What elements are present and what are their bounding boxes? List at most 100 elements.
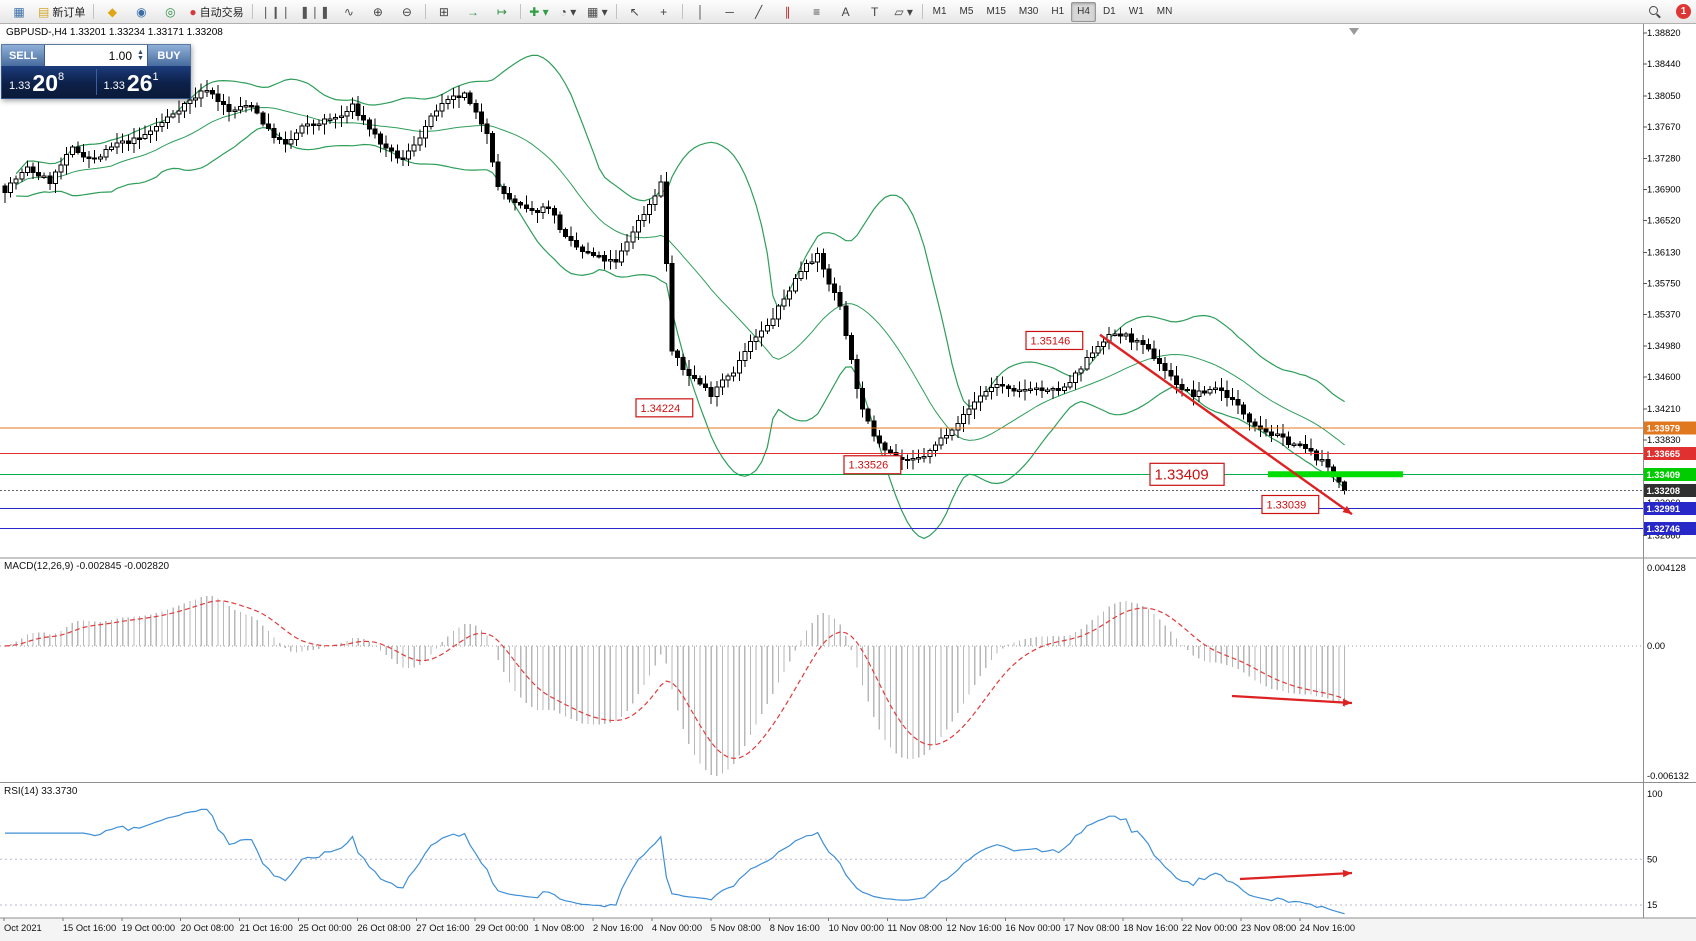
- timeframe-m30[interactable]: M30: [1018, 6, 1039, 17]
- horizontal-line-icon-glyph: ─: [725, 4, 734, 19]
- sell-price-big: 20: [32, 70, 59, 96]
- svg-text:1.36520: 1.36520: [1647, 216, 1681, 226]
- periods-icon[interactable]: ◔ ▾: [554, 1, 582, 23]
- fibonacci-icon[interactable]: ≡: [803, 1, 831, 23]
- price-divider: [95, 69, 97, 95]
- svg-text:1.37670: 1.37670: [1647, 122, 1681, 132]
- volume-value: 1.00: [108, 48, 132, 63]
- svg-text:Oct 2021: Oct 2021: [4, 923, 42, 933]
- autotrading-button[interactable]: ● 自动交易: [185, 1, 247, 23]
- timeframe-h4[interactable]: H4: [1071, 1, 1096, 22]
- svg-text:1.33039: 1.33039: [1267, 499, 1307, 511]
- svg-text:1.36900: 1.36900: [1647, 185, 1681, 195]
- svg-text:15 Oct 16:00: 15 Oct 16:00: [63, 923, 116, 933]
- svg-text:1.33208: 1.33208: [1647, 486, 1681, 496]
- trendline-icon-glyph: ╱: [755, 4, 763, 19]
- svg-text:17 Nov 08:00: 17 Nov 08:00: [1064, 923, 1119, 933]
- svg-text:1.35146: 1.35146: [1031, 335, 1071, 347]
- candlestick-chart-icon-glyph: ❚❘❚: [299, 4, 330, 19]
- svg-text:27 Oct 16:00: 27 Oct 16:00: [416, 923, 469, 933]
- chart-canvas[interactable]: 1.35146 1.34224 1.33526 1.33409 1.33039 1.388…: [0, 24, 1696, 941]
- autotrading-button-label: 自动交易: [199, 6, 244, 19]
- crosshair-icon[interactable]: +: [650, 1, 678, 23]
- volume-input[interactable]: 1.00 ▲ ▼: [45, 45, 147, 66]
- svg-text:1 Nov 08:00: 1 Nov 08:00: [534, 923, 584, 933]
- auto-scroll-icon[interactable]: →: [459, 1, 487, 23]
- text-label-icon-glyph: T: [870, 4, 879, 19]
- arrows-icon[interactable]: ▱ ▾: [890, 1, 918, 23]
- svg-text:1.33526: 1.33526: [849, 460, 889, 472]
- equidistant-channel-icon[interactable]: ∥: [774, 1, 802, 23]
- chart-shift-icon-glyph: ↦: [496, 4, 507, 19]
- buy-price-main: 1.33: [103, 80, 125, 92]
- spinner-down-icon[interactable]: ▼: [137, 54, 144, 62]
- svg-text:15: 15: [1647, 900, 1657, 910]
- notification-badge[interactable]: 1: [1676, 4, 1691, 19]
- candlestick-chart-icon[interactable]: ❚❘❚: [296, 1, 334, 23]
- svg-text:50: 50: [1647, 854, 1657, 864]
- autotrading-glyph: ●: [189, 4, 197, 19]
- svg-text:1.34600: 1.34600: [1647, 372, 1681, 382]
- svg-text:1.36130: 1.36130: [1647, 247, 1681, 257]
- text-icon[interactable]: A: [832, 1, 860, 23]
- metaeditor-icon[interactable]: ◆: [98, 1, 126, 23]
- tile-windows-icon[interactable]: ⊞: [430, 1, 458, 23]
- svg-text:18 Nov 16:00: 18 Nov 16:00: [1123, 923, 1178, 933]
- metaeditor-icon-glyph: ◆: [107, 4, 117, 19]
- horizontal-line-icon[interactable]: ─: [716, 1, 744, 23]
- bar-chart-icon[interactable]: ❘❙❘: [257, 1, 295, 23]
- svg-text:24 Nov 16:00: 24 Nov 16:00: [1300, 923, 1355, 933]
- cursor-icon-glyph: ↖: [629, 4, 640, 19]
- vertical-line-icon[interactable]: │: [687, 1, 715, 23]
- buy-price-display[interactable]: 1.33 26 1: [97, 66, 191, 98]
- templates-icon[interactable]: ▦ ▾: [583, 1, 612, 23]
- spinner-up-icon[interactable]: ▲: [137, 48, 144, 56]
- svg-text:20 Oct 08:00: 20 Oct 08:00: [181, 923, 234, 933]
- indicators-icon-glyph: ✚ ▾: [529, 4, 549, 19]
- svg-text:100: 100: [1647, 789, 1663, 799]
- buy-button[interactable]: BUY: [147, 45, 190, 66]
- trendline-icon[interactable]: ╱: [745, 1, 773, 23]
- market-watch-icon[interactable]: ◉: [127, 1, 155, 23]
- navigator-icon-glyph: ◎: [165, 4, 176, 19]
- timeframe-m5[interactable]: M5: [959, 6, 974, 17]
- svg-text:-0.006132: -0.006132: [1647, 771, 1689, 781]
- timeframe-h1[interactable]: H1: [1051, 6, 1065, 17]
- svg-text:1.33665: 1.33665: [1647, 449, 1681, 459]
- line-chart-icon-glyph: ∿: [343, 4, 354, 19]
- chart-shift-icon[interactable]: ↦: [488, 1, 516, 23]
- toolbar-separator: [251, 4, 253, 19]
- main-toolbar: ▦ ▤ 新订单 ◆ ◉ ◎ ● 自动交易 ❘❙❘ ❚❘❚ ∿ ⊕ ⊖ ⊞ → ↦ ✚ ▾ ◔ ▾ ▦ ▾ ↖ + │ ─ ╱ ∥…: [0, 0, 1696, 24]
- search-icon[interactable]: [1641, 1, 1669, 23]
- timeframe-d1[interactable]: D1: [1102, 6, 1116, 17]
- indicators-icon[interactable]: ✚ ▾: [525, 1, 553, 23]
- svg-text:1.32991: 1.32991: [1647, 504, 1681, 514]
- line-chart-icon[interactable]: ∿: [335, 1, 363, 23]
- svg-text:21 Oct 16:00: 21 Oct 16:00: [240, 923, 293, 933]
- new-order-glyph: ▤: [38, 4, 50, 19]
- new-chart-icon[interactable]: ▦: [5, 1, 33, 23]
- market-watch-icon-glyph: ◉: [136, 4, 147, 19]
- sell-price-display[interactable]: 1.33 20 8: [2, 66, 96, 98]
- sell-button[interactable]: SELL: [2, 45, 45, 66]
- svg-text:12 Nov 16:00: 12 Nov 16:00: [946, 923, 1001, 933]
- svg-text:1.35750: 1.35750: [1647, 278, 1681, 288]
- zoom-out-icon[interactable]: ⊖: [393, 1, 421, 23]
- buy-price-big: 26: [126, 70, 153, 96]
- navigator-icon[interactable]: ◎: [156, 1, 184, 23]
- timeframe-m1[interactable]: M1: [932, 6, 947, 17]
- volume-spinner[interactable]: ▲ ▼: [134, 48, 147, 62]
- svg-text:26 Oct 08:00: 26 Oct 08:00: [357, 923, 410, 933]
- periods-icon-glyph: ◔ ▾: [559, 4, 577, 19]
- buy-price-sup: 1: [152, 71, 159, 83]
- search-glass-icon: [1648, 5, 1662, 19]
- timeframe-mn[interactable]: MN: [1156, 6, 1173, 17]
- text-label-icon[interactable]: T: [861, 1, 889, 23]
- svg-text:2 Nov 16:00: 2 Nov 16:00: [593, 923, 643, 933]
- zoom-in-icon[interactable]: ⊕: [364, 1, 392, 23]
- timeframe-m15[interactable]: M15: [986, 6, 1006, 17]
- new-order-button[interactable]: ▤ 新订单: [34, 1, 89, 23]
- cursor-icon[interactable]: ↖: [621, 1, 649, 23]
- timeframe-w1[interactable]: W1: [1128, 6, 1144, 17]
